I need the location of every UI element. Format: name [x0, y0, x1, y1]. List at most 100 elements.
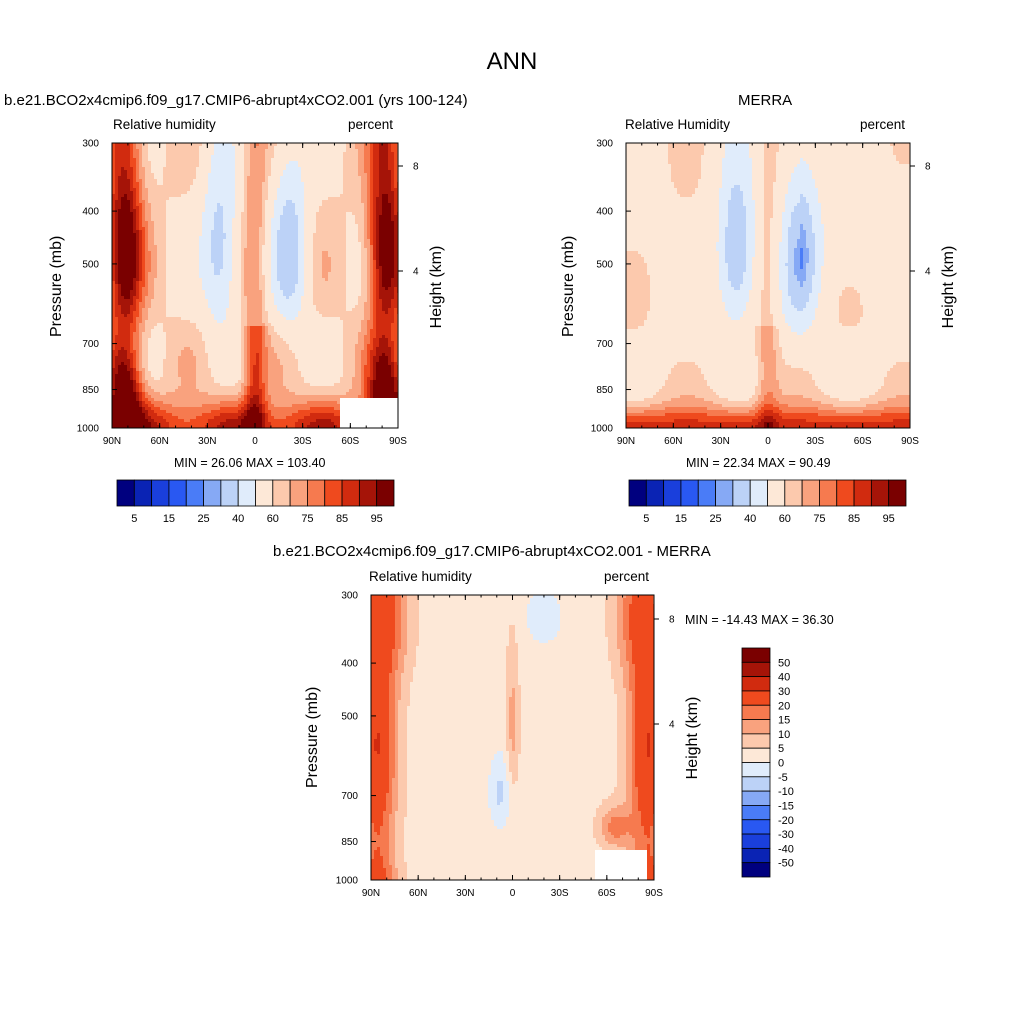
contour-cell [130, 239, 133, 242]
contour-cell [205, 233, 208, 236]
contour-cell [202, 224, 205, 227]
contour-cell [319, 146, 322, 149]
contour-cell [256, 200, 259, 203]
contour-cell [274, 215, 277, 218]
contour-cell [136, 173, 139, 176]
contour-cell [157, 215, 160, 218]
contour-cell [385, 155, 388, 158]
contour-cell [112, 173, 115, 176]
contour-cell [283, 170, 286, 173]
contour-cell [175, 257, 178, 260]
contour-cell [121, 164, 124, 167]
contour-cell [334, 254, 337, 257]
contour-cell [184, 188, 187, 191]
contour-cell [121, 200, 124, 203]
contour-cell [322, 269, 325, 272]
contour-cell [154, 176, 157, 179]
contour-cell [184, 191, 187, 194]
contour-cell [199, 185, 202, 188]
contour-cell [244, 176, 247, 179]
contour-cell [259, 257, 262, 260]
contour-cell [121, 167, 124, 170]
contour-cell [181, 209, 184, 212]
contour-cell [352, 194, 355, 197]
contour-cell [268, 245, 271, 248]
contour-cell [199, 239, 202, 242]
contour-cell [304, 221, 307, 224]
contour-cell [310, 170, 313, 173]
contour-cell [139, 239, 142, 242]
contour-cell [253, 176, 256, 179]
contour-cell [385, 152, 388, 155]
contour-cell [217, 224, 220, 227]
contour-cell [313, 182, 316, 185]
contour-cell [247, 197, 250, 200]
contour-cell [289, 206, 292, 209]
contour-cell [382, 164, 385, 167]
contour-cell [127, 266, 130, 269]
contour-cell [370, 161, 373, 164]
contour-cell [265, 173, 268, 176]
contour-cell [280, 155, 283, 158]
contour-cell [373, 257, 376, 260]
contour-cell [379, 278, 382, 281]
contour-cell [283, 191, 286, 194]
contour-cell [328, 227, 331, 230]
contour-cell [349, 194, 352, 197]
contour-cell [223, 203, 226, 206]
contour-cell [283, 242, 286, 245]
contour-cell [361, 233, 364, 236]
contour-cell [274, 263, 277, 266]
contour-cell [118, 164, 121, 167]
contour-cell [184, 164, 187, 167]
contour-cell [307, 227, 310, 230]
contour-cell [310, 269, 313, 272]
contour-cell [124, 188, 127, 191]
contour-cell [286, 275, 289, 278]
contour-cell [319, 251, 322, 254]
contour-cell [181, 155, 184, 158]
contour-cell [184, 218, 187, 221]
contour-cell [136, 170, 139, 173]
contour-cell [121, 212, 124, 215]
contour-cell [220, 152, 223, 155]
contour-cell [367, 176, 370, 179]
contour-cell [349, 158, 352, 161]
contour-cell [160, 260, 163, 263]
contour-cell [346, 248, 349, 251]
contour-cell [265, 155, 268, 158]
contour-cell [268, 167, 271, 170]
contour-cell [253, 248, 256, 251]
contour-cell [388, 146, 391, 149]
contour-cell [136, 242, 139, 245]
contour-cell [316, 206, 319, 209]
contour-cell [394, 215, 397, 218]
contour-cell [118, 206, 121, 209]
contour-cell [208, 146, 211, 149]
contour-cell [313, 260, 316, 263]
contour-cell [352, 224, 355, 227]
contour-cell [151, 191, 154, 194]
contour-cell [127, 215, 130, 218]
contour-cell [337, 221, 340, 224]
contour-cell [265, 245, 268, 248]
contour-cell [289, 266, 292, 269]
contour-cell [382, 242, 385, 245]
contour-cell [178, 185, 181, 188]
contour-cell [214, 251, 217, 254]
contour-cell [199, 224, 202, 227]
contour-cell [271, 152, 274, 155]
contour-cell [130, 233, 133, 236]
contour-cell [277, 185, 280, 188]
contour-cell [181, 218, 184, 221]
contour-cell [211, 278, 214, 281]
contour-cell [181, 176, 184, 179]
contour-cell [157, 161, 160, 164]
contour-cell [307, 143, 310, 146]
contour-cell [388, 158, 391, 161]
contour-cell [265, 209, 268, 212]
contour-cell [130, 200, 133, 203]
contour-cell [340, 245, 343, 248]
contour-cell [346, 239, 349, 242]
contour-cell [199, 272, 202, 275]
